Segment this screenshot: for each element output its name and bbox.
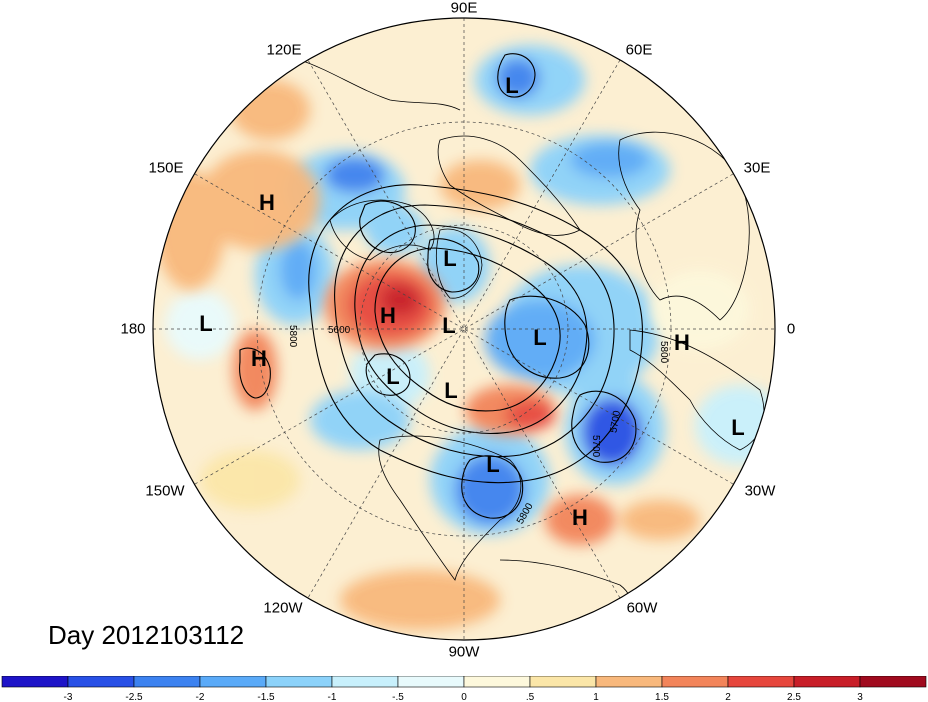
- pressure-center: L: [444, 378, 457, 403]
- colorbar-tick-label: -2.5: [125, 692, 143, 702]
- lon-label-60w: 60W: [626, 599, 658, 617]
- pressure-center: L: [505, 73, 518, 98]
- graticule: [153, 18, 775, 640]
- lon-label-120e: 120E: [266, 41, 302, 59]
- colorbar-box: [331, 676, 399, 688]
- colorbar-box: [727, 676, 795, 688]
- colorbar-tick-label: -1.5: [257, 692, 275, 702]
- pressure-center: H: [259, 190, 275, 215]
- colorbar-tick-label: 2: [725, 692, 731, 702]
- colorbar-tick-label: -2: [196, 692, 205, 702]
- colorbar-box: [661, 676, 729, 688]
- pressure-center: H: [674, 330, 690, 355]
- lon-label-30w: 30W: [744, 482, 776, 500]
- colorbar-tick-label: 0: [461, 692, 467, 702]
- pressure-center: H: [380, 303, 396, 328]
- contour-label: 5600: [328, 325, 351, 336]
- pressure-center: L: [486, 452, 499, 477]
- colorbar-tick-label: 1: [593, 692, 599, 702]
- pressure-centers: L H L H L L L H L H L L H L H: [199, 73, 744, 530]
- pressure-center: L: [386, 364, 399, 389]
- day-title: Day 2012103112: [48, 620, 245, 650]
- lon-label-0: 0: [786, 320, 796, 338]
- colorbar-box: [265, 676, 333, 688]
- pressure-center: L: [442, 313, 455, 338]
- colorbar-tick-label: 1.5: [655, 692, 669, 702]
- contour-label: 5700: [590, 435, 601, 458]
- polar-stereographic-map: L H L H L L L H L H L L H L H 5800 5600 …: [152, 17, 776, 641]
- lon-label-180: 180: [120, 320, 146, 338]
- contour-label: 5700: [608, 409, 623, 433]
- colorbar-tick-label: -.5: [392, 692, 404, 702]
- colorbar-box: [397, 676, 465, 688]
- pressure-center: H: [572, 505, 588, 530]
- colorbar-box: [859, 676, 927, 688]
- colorbar-tick-label: 3: [857, 692, 863, 702]
- lon-label-90e: 90E: [450, 0, 478, 17]
- colorbar-tick-label: -3: [64, 692, 73, 702]
- colorbar-box: [463, 676, 531, 688]
- lon-label-120w: 120W: [263, 599, 303, 617]
- colorbar: -3 -2.5 -2 -1.5 -1 -.5 0 .5 1 1.5 2 2.5 3: [1, 676, 927, 702]
- colorbar-box: [529, 676, 597, 688]
- map-boundary: [152, 17, 776, 641]
- colorbar-box: [793, 676, 861, 688]
- pressure-center: L: [731, 415, 744, 440]
- colorbar-box: [133, 676, 201, 688]
- lon-label-30e: 30E: [743, 159, 771, 177]
- colorbar-box: [595, 676, 663, 688]
- colorbar-tick-label: -1: [328, 692, 337, 702]
- pressure-center: H: [251, 346, 267, 371]
- colorbar-box: [199, 676, 267, 688]
- contour-label: 5800: [287, 325, 298, 348]
- pressure-center: L: [533, 325, 546, 350]
- coastlines: [299, 59, 765, 626]
- pressure-center: L: [199, 311, 212, 336]
- pressure-center: L: [443, 246, 456, 271]
- height-contours: [239, 53, 644, 519]
- lon-label-90w: 90W: [448, 643, 480, 661]
- anomaly-field: [153, 18, 775, 640]
- lon-label-60e: 60E: [625, 41, 653, 59]
- colorbar-box: [67, 676, 135, 688]
- colorbar-tick-label: 2.5: [787, 692, 801, 702]
- lon-label-150w: 150W: [145, 482, 185, 500]
- lon-label-150e: 150E: [148, 159, 184, 177]
- contour-label: 5800: [658, 341, 669, 364]
- colorbar-box: [1, 676, 69, 688]
- colorbar-tick-label: .5: [526, 692, 535, 702]
